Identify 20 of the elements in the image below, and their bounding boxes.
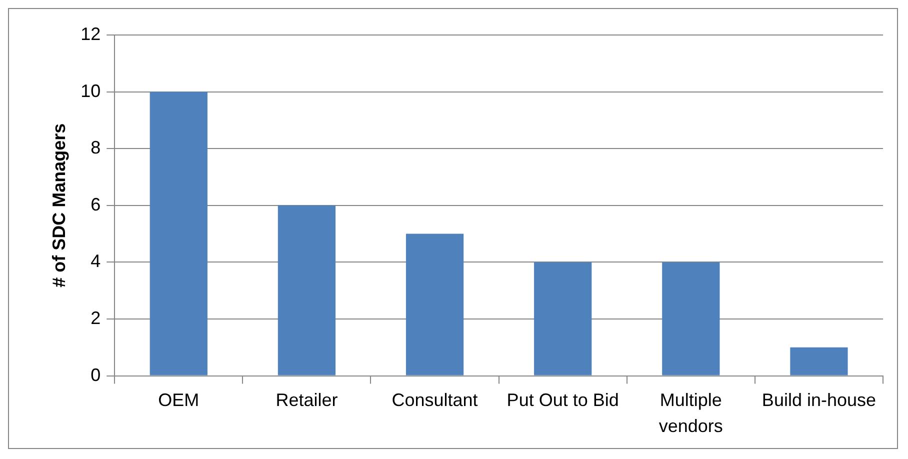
y-tick-label: 6: [90, 194, 101, 214]
x-tick-label: Put Out to Bid: [506, 390, 619, 410]
y-tick-label: 12: [80, 24, 101, 44]
y-tick-label: 4: [90, 251, 101, 272]
bar: [150, 92, 208, 376]
bar: [790, 347, 848, 376]
x-tick-label: Retailer: [276, 390, 338, 410]
bar: [406, 234, 464, 376]
y-tick-label: 0: [90, 364, 101, 385]
x-tick-label: OEM: [158, 390, 200, 410]
x-tick-label: Multiple vendors: [658, 390, 723, 436]
y-tick-label: 8: [90, 138, 101, 158]
x-tick-label: Build in-house: [762, 390, 876, 410]
x-tick-label: Consultant: [392, 390, 478, 410]
bar: [278, 205, 336, 376]
bar: [534, 262, 592, 376]
y-axis-title: # of SDC Managers: [48, 123, 69, 288]
y-tick-label: 10: [80, 80, 101, 101]
y-tick-label: 2: [90, 308, 101, 328]
bar: [662, 262, 720, 376]
